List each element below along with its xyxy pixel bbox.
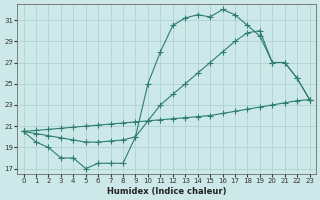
X-axis label: Humidex (Indice chaleur): Humidex (Indice chaleur): [107, 187, 226, 196]
